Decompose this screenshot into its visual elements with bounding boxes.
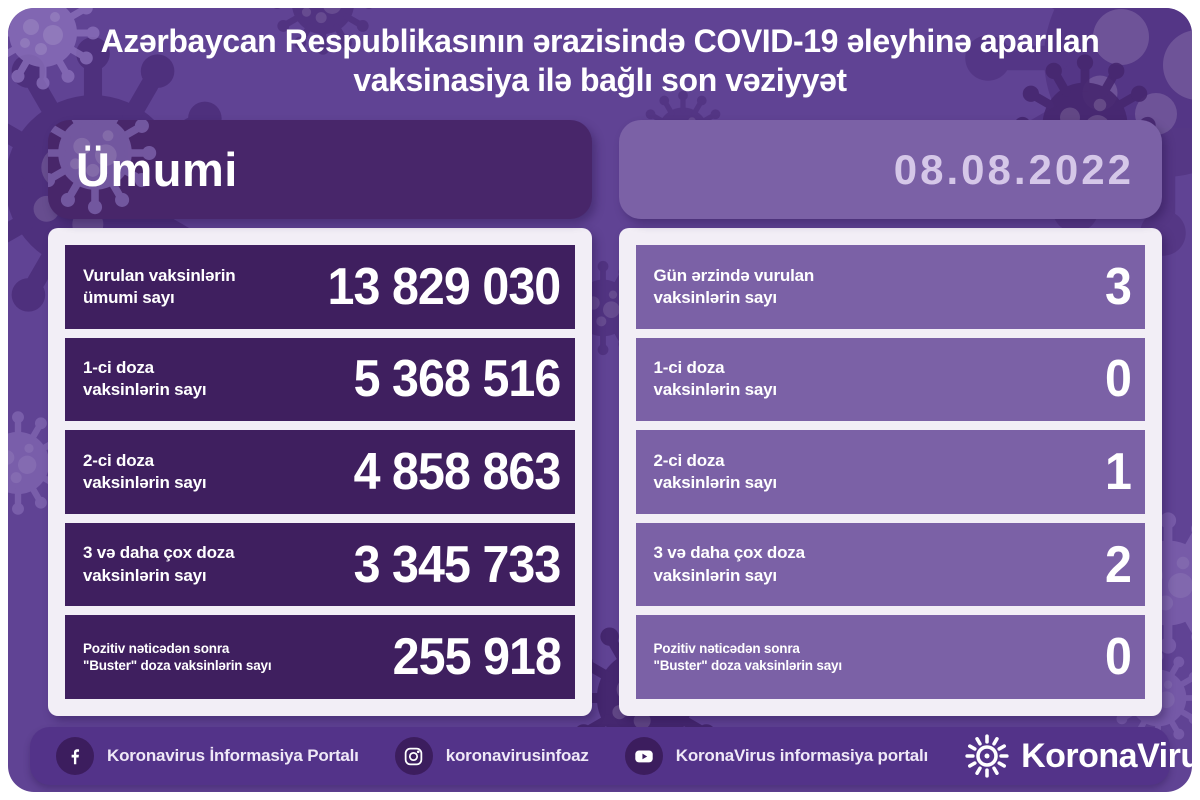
date-header: 08.08.2022: [618, 120, 1162, 219]
facebook-icon: [56, 737, 94, 775]
stat-value: 255 918: [392, 628, 561, 687]
title-line-1: Azərbaycan Respublikasının ərazisində CO…: [100, 23, 1100, 59]
stat-row-third-dose: 3 və daha çox doza vaksinlərin sayı 3 34…: [65, 522, 575, 607]
stat-label: Pozitiv nəticədən sonra "Buster" doza va…: [83, 640, 272, 674]
page-title: Azərbaycan Respublikasının ərazisində CO…: [8, 8, 1192, 100]
daily-panel: 08.08.2022 Gün ərzində vurulan vaksinlər…: [618, 120, 1162, 716]
stat-row-daily-second-dose: 2-ci doza vaksinlərin sayı 1: [635, 430, 1145, 514]
stat-label: Gün ərzində vurulan vaksinlərin sayı: [653, 265, 815, 307]
stat-label: 3 və daha çox doza vaksinlərin sayı: [653, 543, 806, 585]
totals-header-label: Ümumi: [76, 143, 238, 196]
title-line-2: vaksinasiya ilə bağlı son vəziyyət: [353, 62, 847, 99]
stat-row-booster-dose: Pozitiv nəticədən sonra "Buster" doza va…: [65, 615, 575, 699]
stat-label: 2-ci doza vaksinlərin sayı: [83, 450, 207, 492]
instagram-label: koronavirusinfoaz: [445, 746, 589, 765]
facebook-label: Koronavirus İnformasiya Portalı: [107, 746, 359, 765]
date-label: 08.08.2022: [893, 145, 1134, 193]
stat-label: 1-ci doza vaksinlərin sayı: [653, 358, 778, 400]
totals-panel-header: Ümumi: [48, 120, 592, 219]
stat-row-first-dose: 1-ci doza vaksinlərin sayı 5 368 516: [65, 337, 575, 422]
stat-value: 5 368 516: [353, 350, 562, 409]
instagram-link[interactable]: koronavirusinfoaz: [394, 737, 589, 775]
stat-value: 0: [1105, 350, 1132, 409]
brand-name: KoronaVirus: [1021, 736, 1192, 775]
stat-label: 3 və daha çox doza vaksinlərin sayı: [83, 543, 235, 585]
stat-row-second-dose: 2-ci doza vaksinlərin sayı 4 858 863: [65, 430, 575, 514]
youtube-label: KoronaVirus informasiya portalı: [675, 746, 929, 765]
stat-label: 2-ci doza vaksinlərin sayı: [653, 450, 778, 492]
stat-value: 1: [1105, 442, 1132, 501]
daily-rows-panel: Gün ərzində vurulan vaksinlərin sayı 3 1…: [618, 228, 1162, 716]
instagram-icon: [394, 737, 433, 775]
brand-logo[interactable]: KoronaVirus info: [964, 733, 1192, 779]
stat-label: Vurulan vaksinlərin ümumi sayı: [83, 265, 236, 307]
footer-bar: Koronavirus İnformasiya Portalı koronavi…: [30, 727, 1192, 785]
infographic-background: Azərbaycan Respublikasının ərazisində CO…: [8, 8, 1192, 792]
stat-label: Pozitiv nəticədən sonra "Buster" doza va…: [653, 640, 843, 674]
stat-label: 1-ci doza vaksinlərin sayı: [83, 358, 207, 400]
facebook-link[interactable]: Koronavirus İnformasiya Portalı: [56, 737, 359, 775]
stat-row-total-vaccines: Vurulan vaksinlərin ümumi sayı 13 829 03…: [65, 245, 575, 329]
totals-panel: Ümumi Vurulan vaksinlərin ümumi sayı 13 …: [48, 120, 592, 716]
youtube-link[interactable]: KoronaVirus informasiya portalı: [624, 737, 929, 775]
stat-value: 2: [1105, 535, 1132, 594]
stat-row-daily-third-dose: 3 və daha çox doza vaksinlərin sayı 2: [635, 522, 1145, 607]
totals-rows-panel: Vurulan vaksinlərin ümumi sayı 13 829 03…: [48, 228, 592, 716]
stat-value: 4 858 863: [353, 442, 562, 501]
koronavirus-logo-icon: [965, 734, 1009, 778]
stat-value: 3: [1105, 257, 1132, 316]
stat-value: 13 829 030: [327, 257, 562, 316]
stat-value: 3 345 733: [353, 535, 562, 594]
stats-columns: Ümumi Vurulan vaksinlərin ümumi sayı 13 …: [48, 120, 1162, 716]
stat-row-daily-vaccines: Gün ərzində vurulan vaksinlərin sayı 3: [635, 245, 1145, 329]
youtube-icon: [624, 737, 663, 775]
stat-value: 0: [1105, 628, 1132, 687]
stat-row-daily-booster-dose: Pozitiv nəticədən sonra "Buster" doza va…: [635, 615, 1145, 699]
stat-row-daily-first-dose: 1-ci doza vaksinlərin sayı 0: [635, 337, 1145, 422]
